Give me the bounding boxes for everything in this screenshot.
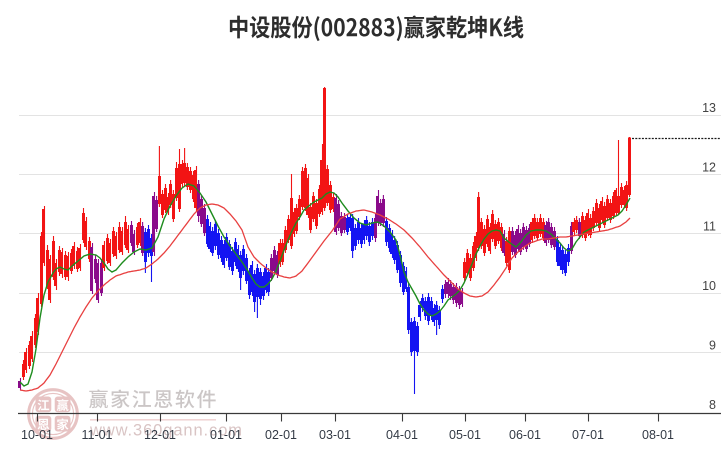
svg-text:8: 8 [709,398,716,412]
svg-text:07-01: 07-01 [572,428,604,442]
svg-text:04-01: 04-01 [386,428,418,442]
svg-text:10-01: 10-01 [21,428,53,442]
svg-text:06-01: 06-01 [509,428,541,442]
svg-text:01-01: 01-01 [210,428,242,442]
svg-text:03-01: 03-01 [319,428,351,442]
svg-text:12-01: 12-01 [144,428,176,442]
svg-text:11: 11 [703,220,716,234]
svg-text:www.360gann.com: www.360gann.com [89,422,243,440]
svg-text:12: 12 [702,160,716,174]
svg-text:10: 10 [702,279,716,293]
svg-text:02-01: 02-01 [265,428,297,442]
svg-text:08-01: 08-01 [642,428,674,442]
svg-text:05-01: 05-01 [449,428,481,442]
svg-text:13: 13 [702,101,716,115]
svg-text:9: 9 [709,339,716,353]
svg-text:11-01: 11-01 [81,428,112,442]
